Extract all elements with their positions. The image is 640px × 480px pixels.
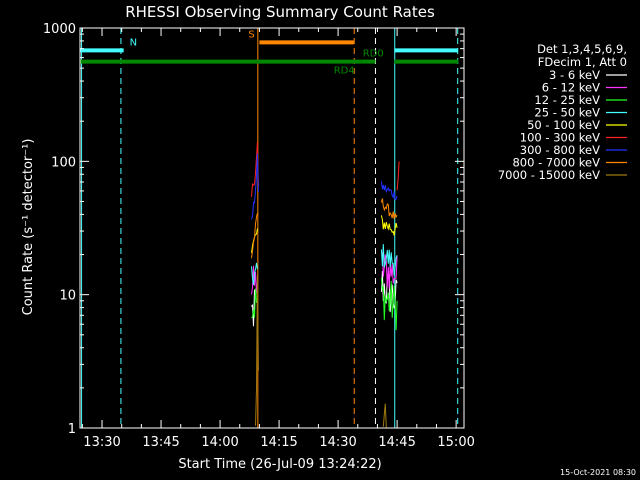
legend-label-0: 3 - 6 keV xyxy=(549,68,600,82)
plot-frame xyxy=(79,27,465,429)
x-tick-label-3: 14:15 xyxy=(260,435,297,450)
annotation-label-0: N xyxy=(130,37,137,48)
legend-label-6: 300 - 800 keV xyxy=(520,143,600,157)
annotation-label-3: RD0 xyxy=(363,49,384,60)
y-tick-label-3: 1000 xyxy=(43,22,76,37)
series-line-8 xyxy=(255,274,387,428)
x-tick-label-6: 15:00 xyxy=(437,435,474,450)
y-axis-label: Count Rate (s⁻¹ detector⁻¹) xyxy=(21,139,36,316)
x-tick-label-4: 14:30 xyxy=(319,435,356,450)
legend-label-4: 50 - 100 keV xyxy=(527,118,600,132)
plot-area: N S RD4 RD0 xyxy=(80,28,459,428)
axes: 1 10 100 1000 13:30 13:45 14:00 14:15 14:30 14:45… xyxy=(43,22,475,450)
x-tick-label-5: 14:45 xyxy=(378,435,415,450)
legend-header-line-2: FDecim 1, Att 0 xyxy=(538,55,627,69)
y-tick-label-2: 100 xyxy=(51,155,76,170)
x-tick-label-0: 13:30 xyxy=(83,435,120,450)
legend-label-8: 7000 - 15000 keV xyxy=(498,168,600,182)
chart-title: RHESSI Observing Summary Count Rates xyxy=(125,3,435,21)
legend-label-7: 800 - 7000 keV xyxy=(512,156,600,170)
x-axis-label: Start Time (26-Jul-09 13:24:22) xyxy=(178,457,381,472)
annotation-label-1: S xyxy=(248,29,254,40)
legend-label-1: 6 - 12 keV xyxy=(542,81,600,95)
annotation-label-2: RD4 xyxy=(334,66,355,77)
legend-label-2: 12 - 25 keV xyxy=(534,93,600,107)
y-tick-label-0: 1 xyxy=(68,422,76,437)
legend-header-line-1: Det 1,3,4,5,6,9, xyxy=(537,42,627,56)
legend-label-3: 25 - 50 keV xyxy=(534,106,600,120)
y-tick-label-1: 10 xyxy=(59,289,76,304)
footer-timestamp: 15-Oct-2021 08:30 xyxy=(560,468,636,477)
x-tick-label-1: 13:45 xyxy=(142,435,179,450)
legend: Det 1,3,4,5,6,9, FDecim 1, Att 0 3 - 6 k… xyxy=(498,42,627,182)
legend-label-5: 100 - 300 keV xyxy=(520,131,600,145)
x-tick-label-2: 14:00 xyxy=(201,435,238,450)
